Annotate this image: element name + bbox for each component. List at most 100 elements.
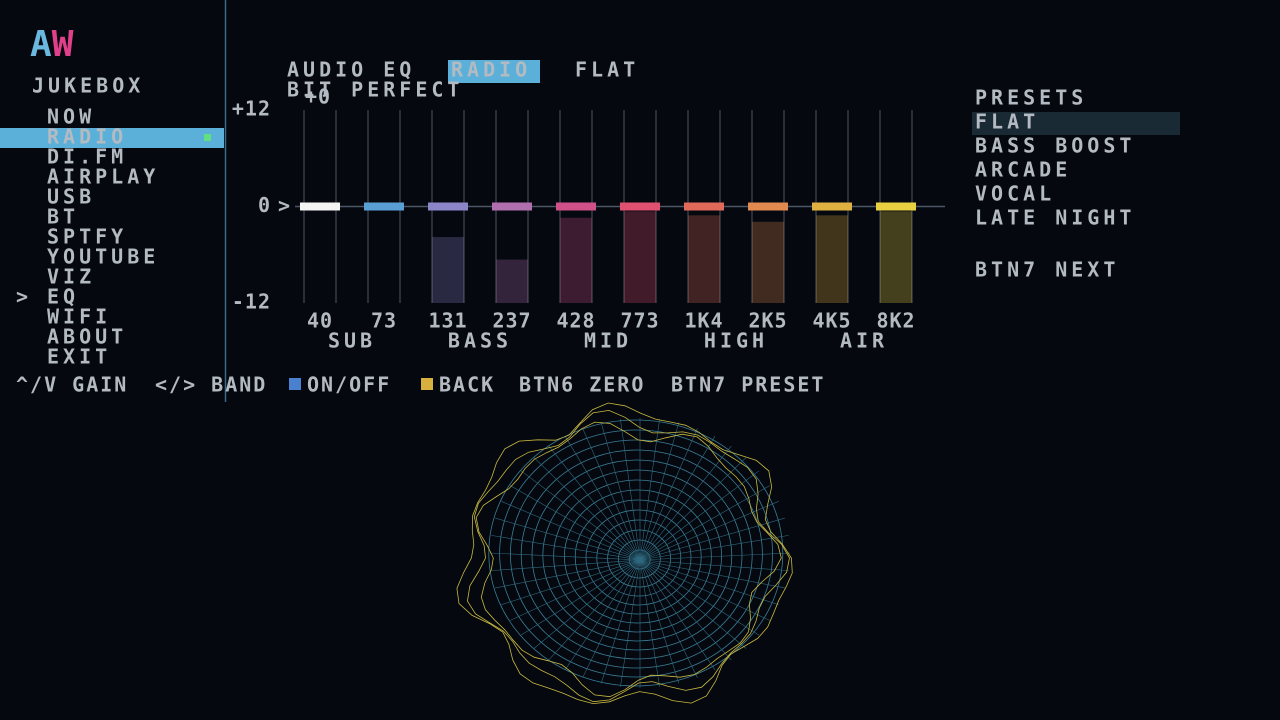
gain-knob[interactable] bbox=[876, 202, 916, 211]
band-label: 131 bbox=[428, 309, 467, 333]
menu-item: EQ bbox=[47, 285, 79, 309]
tunnel-spoke bbox=[509, 559, 641, 621]
logo-w: W bbox=[52, 24, 74, 65]
tunnel-spoke bbox=[501, 559, 641, 605]
presets-hint: BTN7 NEXT bbox=[975, 258, 1119, 282]
tunnel-spoke bbox=[620, 419, 641, 561]
band-group: BASS bbox=[448, 329, 512, 353]
preset-item: LATE NIGHT bbox=[975, 206, 1135, 230]
level-meter bbox=[752, 221, 784, 303]
tunnel-spoke bbox=[533, 457, 641, 561]
tunnel-spoke bbox=[639, 428, 698, 561]
tunnel-spoke bbox=[582, 428, 641, 561]
tunnel-ring bbox=[488, 419, 784, 687]
menu-item: RADIO bbox=[47, 125, 127, 149]
mode-label: BIT PERFECT bbox=[287, 78, 463, 102]
gain-knob[interactable] bbox=[556, 202, 596, 211]
tunnel-spoke bbox=[639, 419, 660, 561]
gain-knob[interactable] bbox=[364, 202, 404, 211]
menu-highlight bbox=[0, 128, 224, 148]
help-text: BACK bbox=[439, 373, 495, 397]
band-group: SUB bbox=[328, 329, 376, 353]
preset-item: FLAT bbox=[975, 110, 1039, 134]
preset-tab: FLAT bbox=[575, 58, 639, 82]
tunnel-spoke bbox=[548, 445, 641, 561]
tunnel-spoke bbox=[520, 559, 641, 636]
band-label: 1K4 bbox=[684, 309, 723, 333]
band-group: HIGH bbox=[704, 329, 768, 353]
live-indicator bbox=[204, 134, 211, 141]
band-label: 8K2 bbox=[876, 309, 915, 333]
tunnel-rim bbox=[466, 409, 790, 703]
tunnel-spoke bbox=[639, 559, 760, 636]
tunnel-spoke bbox=[639, 517, 785, 561]
band-label: 237 bbox=[492, 309, 531, 333]
tunnel-spoke bbox=[509, 485, 641, 561]
logo-a: A bbox=[30, 24, 52, 65]
tunnel-spoke bbox=[639, 559, 698, 678]
tunnel-spoke bbox=[582, 559, 641, 678]
band-label: 773 bbox=[620, 309, 659, 333]
tunnel-spoke bbox=[639, 470, 760, 561]
help-text: BTN6 ZERO bbox=[519, 373, 645, 397]
level-meter bbox=[624, 211, 656, 303]
tunnel-spoke bbox=[639, 422, 680, 561]
help-text: ^/V GAIN bbox=[16, 373, 128, 397]
tunnel-spoke bbox=[639, 501, 779, 561]
help-text: ON/OFF bbox=[307, 373, 391, 397]
tunnel-spoke bbox=[501, 501, 641, 561]
eq-title: AUDIO EQ bbox=[287, 58, 415, 82]
tunnel-spoke bbox=[639, 559, 779, 605]
gain-readout: +0 bbox=[305, 85, 331, 109]
gain-knob[interactable] bbox=[812, 202, 852, 211]
tunnel-spoke bbox=[600, 559, 641, 684]
menu-item: WIFI bbox=[47, 305, 111, 329]
tunnel-spoke bbox=[639, 559, 732, 661]
tunnel-rim bbox=[456, 402, 793, 705]
tunnel-rim bbox=[475, 421, 782, 698]
menu-item: YOUTUBE bbox=[47, 245, 159, 269]
visualizer bbox=[456, 402, 793, 705]
menu-item: SPTFY bbox=[47, 225, 127, 249]
tunnel-spoke bbox=[639, 559, 771, 621]
tunnel-spoke bbox=[639, 535, 789, 561]
zero-cursor: > bbox=[278, 194, 290, 218]
tunnel-spoke bbox=[639, 435, 716, 561]
level-meter bbox=[880, 211, 912, 303]
band-label: 2K5 bbox=[748, 309, 787, 333]
tunnel-spoke bbox=[564, 559, 641, 671]
preset-item: ARCADE bbox=[975, 158, 1071, 182]
y-tick-label: +12 bbox=[232, 97, 271, 121]
menu-item: EXIT bbox=[47, 345, 111, 369]
band-label: 73 bbox=[371, 309, 397, 333]
gain-knob[interactable] bbox=[748, 202, 788, 211]
menu-item: ABOUT bbox=[47, 325, 127, 349]
menu-item: BT bbox=[47, 205, 79, 229]
gain-knob[interactable] bbox=[620, 202, 660, 211]
gain-knob[interactable] bbox=[428, 202, 468, 211]
tunnel-spoke bbox=[639, 559, 789, 571]
gain-knob[interactable] bbox=[300, 202, 340, 211]
tunnel-spoke bbox=[620, 559, 641, 687]
level-meter bbox=[816, 215, 848, 303]
menu-item: DI.FM bbox=[47, 145, 127, 169]
tunnel-spoke bbox=[639, 445, 732, 561]
band-label: 428 bbox=[556, 309, 595, 333]
level-meter bbox=[560, 217, 592, 303]
gain-knob[interactable] bbox=[684, 202, 724, 211]
tunnel-spoke bbox=[489, 552, 641, 561]
gain-knob[interactable] bbox=[492, 202, 532, 211]
level-meter bbox=[496, 259, 528, 303]
source-tab: RADIO bbox=[451, 58, 531, 82]
tunnel-spoke bbox=[491, 535, 641, 561]
tunnel-spoke bbox=[520, 470, 641, 561]
band-group: MID bbox=[584, 329, 632, 353]
preset-highlight bbox=[972, 112, 1180, 135]
source-highlight bbox=[448, 60, 540, 83]
tunnel-spoke bbox=[548, 559, 641, 661]
yellow-button-icon bbox=[421, 378, 433, 390]
band-label: 40 bbox=[307, 309, 333, 333]
preset-item: VOCAL bbox=[975, 182, 1055, 206]
